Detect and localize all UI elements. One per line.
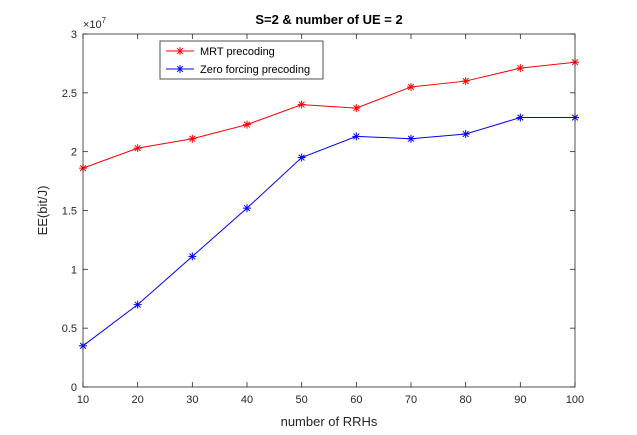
x-tick-label: 80: [460, 394, 472, 406]
x-axis-label: number of RRHs: [281, 414, 378, 429]
data-point: [188, 252, 197, 261]
legend-label: MRT precoding: [200, 46, 275, 58]
x-tick-label: 70: [405, 394, 417, 406]
legend-box: [159, 40, 324, 80]
x-tick-label: 100: [566, 394, 584, 406]
y-tick-label: 0.5: [62, 323, 77, 335]
data-point: [243, 204, 251, 213]
data-point: [297, 153, 306, 162]
chart-title: S=2 & number of UE = 2: [255, 12, 402, 27]
legend-entries: MRT precoding Zero forcing precoding: [166, 46, 310, 76]
x-tick-label: 60: [350, 394, 362, 406]
data-point: [352, 104, 361, 113]
x-tick-label: 20: [132, 394, 144, 406]
data-point: [133, 144, 142, 153]
y-tick-label: 1.5: [62, 206, 77, 218]
y-tick-label: 2: [71, 147, 77, 159]
data-point: [461, 77, 470, 86]
x-tick-label: 10: [77, 394, 89, 406]
data-point: [243, 120, 251, 129]
y-axis-exponent-base: ×10: [83, 19, 102, 31]
series-line: [82, 61, 576, 169]
series-line: [82, 117, 575, 347]
data-point: [516, 64, 525, 73]
data-point: [516, 113, 525, 122]
data-point: [133, 300, 142, 309]
data-point: [188, 134, 197, 143]
y-axis-exponent-power: 7: [102, 16, 107, 25]
legend-label: Zero forcing precoding: [200, 64, 310, 76]
data-point: [461, 130, 470, 139]
x-tick-label: 40: [241, 394, 253, 406]
data-point: [297, 100, 306, 109]
y-tick-label: 0: [71, 382, 77, 394]
x-tick-label: 50: [296, 394, 308, 406]
legend-marker: [176, 65, 184, 73]
plot-area: [83, 34, 575, 387]
y-axis-label: EE(bit/J): [35, 186, 50, 236]
tick-labels-layer: 10 20 30 40 50 60 70 80 90 100 0 0.5 1 1.5 2 2.5 3: [62, 29, 584, 406]
legend-marker: [176, 47, 184, 55]
legend: MRT precoding Zero forcing precoding: [159, 40, 324, 80]
legend-entry-1: MRT precoding: [166, 46, 275, 58]
data-point: [407, 134, 415, 143]
y-tick-label: 2.5: [62, 88, 77, 100]
x-tick-label: 30: [186, 394, 198, 406]
y-tick-label: 3: [71, 29, 77, 41]
x-tick-label: 90: [514, 394, 526, 406]
data-point: [407, 82, 415, 91]
data-point: [352, 132, 361, 141]
y-tick-label: 1: [71, 264, 77, 276]
ticks-layer: [82, 33, 576, 388]
y-axis-exponent: ×107: [83, 16, 107, 31]
legend-entry-2: Zero forcing precoding: [166, 64, 310, 76]
